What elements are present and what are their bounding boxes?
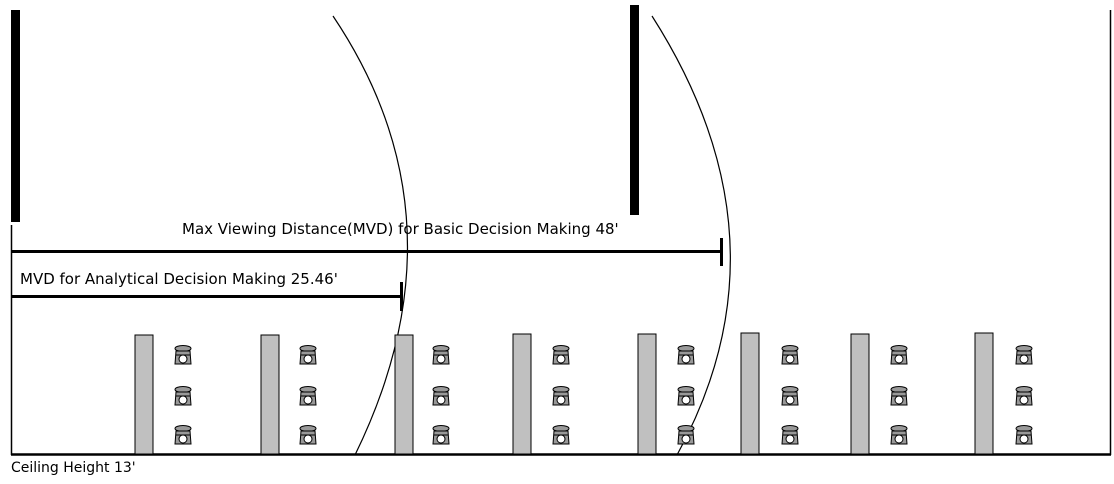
chair-icon [299,425,317,445]
chair-icon [432,386,450,406]
chair-icon [552,386,570,406]
tables-and-chairs [134,332,1033,455]
mvd-analytical-arc [332,15,408,456]
table [740,332,760,455]
chair-icon [677,425,695,445]
chair-icon [677,345,695,365]
table [850,333,870,455]
chair-icon [432,425,450,445]
mvd-basic-label: Max Viewing Distance(MVD) for Basic Deci… [182,220,619,238]
chair-icon [174,425,192,445]
chair-icon [174,345,192,365]
chair-icon [1015,386,1033,406]
chair-icon [1015,345,1033,365]
screen-left [11,10,20,222]
chair-icon [781,386,799,406]
chair-icon [552,425,570,445]
chair-icon [1015,425,1033,445]
table [260,334,280,455]
chair-icon [781,345,799,365]
chair-icon [781,425,799,445]
chair-icon [890,425,908,445]
chair-icon [432,345,450,365]
table [637,333,657,455]
ceiling-height-label: Ceiling Height 13' [11,460,136,476]
table [512,333,532,455]
table [974,332,994,455]
chair-icon [552,345,570,365]
table [134,334,154,455]
chair-icon [890,386,908,406]
screen-middle [630,5,639,215]
chair-icon [890,345,908,365]
chair-icon [174,386,192,406]
chair-icon [299,345,317,365]
mvd-basic-arc [651,15,731,456]
chair-icon [677,386,695,406]
table [394,334,414,455]
mvd-analytical-label: MVD for Analytical Decision Making 25.46… [20,270,338,288]
chair-icon [299,386,317,406]
